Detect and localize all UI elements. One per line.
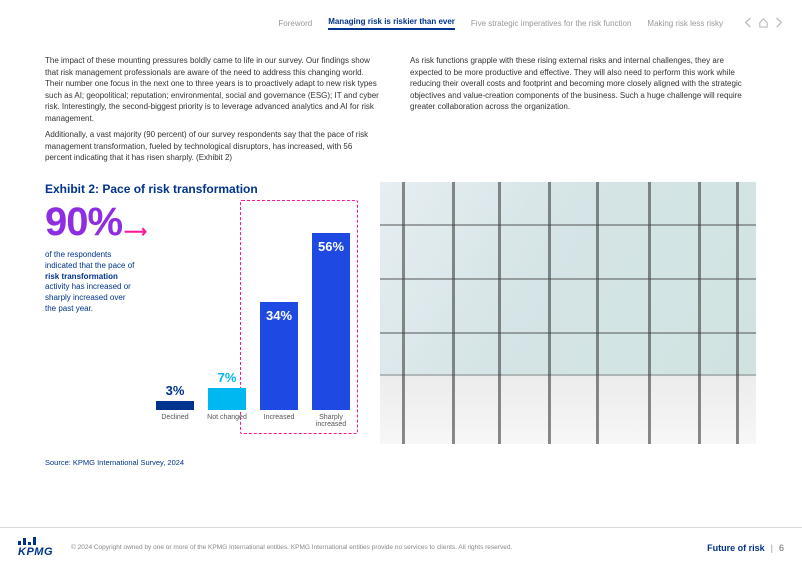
kpmg-logo-text: KPMG	[18, 546, 53, 558]
photo-reflection-6	[698, 376, 700, 444]
caption-pre: of the respondents indicated that the pa…	[45, 250, 134, 270]
caption-post: activity has increased or sharply increa…	[45, 282, 131, 313]
copyright-text: © 2024 Copyright owned by one or more of…	[71, 544, 707, 551]
top-nav: Foreword Managing risk is riskier than e…	[0, 12, 802, 34]
nav-foreword[interactable]: Foreword	[278, 19, 312, 28]
nav-icons	[743, 17, 784, 30]
bar-0	[156, 401, 194, 411]
exhibit-source: Source: KPMG International Survey, 2024	[45, 458, 184, 467]
photo-reflection-4	[596, 376, 598, 444]
footer-right: Future of risk | 6	[707, 543, 784, 553]
paragraph-2: Additionally, a vast majority (90 percen…	[45, 129, 380, 164]
kpmg-logo-bars-icon	[18, 537, 36, 545]
kpmg-logo: KPMG	[18, 537, 53, 558]
bar-pct-0: 3%	[150, 383, 200, 398]
photo-reflection-3	[548, 376, 550, 444]
arrow-icon: ⟶	[124, 222, 147, 242]
photo-reflection-7	[736, 376, 738, 444]
bar-label-3: Sharplyincreased	[306, 414, 356, 428]
caption-bold: risk transformation	[45, 272, 118, 281]
photo-reflection-1	[452, 376, 454, 444]
doc-title: Future of risk	[707, 543, 765, 553]
bar-label-0: Declined	[150, 414, 200, 421]
bar-pct-3: 56%	[306, 239, 356, 254]
bar-label-1: Not changed	[202, 414, 252, 421]
bar-chart: 3% Declined 7% Not changed 34% Increased 56% Sh…	[150, 200, 360, 435]
home-icon[interactable]	[758, 17, 769, 30]
page-footer: KPMG © 2024 Copyright owned by one or mo…	[0, 527, 802, 567]
bar-pct-1: 7%	[202, 370, 252, 385]
exhibit-title: Exhibit 2: Pace of risk transformation	[45, 182, 258, 196]
photo-reflection-2	[498, 376, 500, 444]
bar-3	[312, 233, 350, 410]
photo-transom-1	[380, 278, 756, 280]
photo-transom-0	[380, 224, 756, 226]
bar-pct-2: 34%	[254, 308, 304, 323]
paragraph-1: The impact of these mounting pressures b…	[45, 55, 380, 125]
page-number: 6	[779, 543, 784, 553]
nav-less-risky[interactable]: Making risk less risky	[647, 19, 723, 28]
next-page-icon[interactable]	[773, 17, 784, 30]
headline-caption: of the respondents indicated that the pa…	[45, 250, 137, 315]
bar-1	[208, 388, 246, 410]
nav-five-imperatives[interactable]: Five strategic imperatives for the risk …	[471, 19, 632, 28]
photo-reflection-5	[648, 376, 650, 444]
headline-percentage: 90%	[45, 200, 122, 245]
photo-transom-2	[380, 332, 756, 334]
bar-label-2: Increased	[254, 414, 304, 421]
hero-photo	[380, 182, 756, 444]
photo-reflection-0	[402, 376, 404, 444]
prev-page-icon[interactable]	[743, 17, 754, 30]
nav-managing-risk[interactable]: Managing risk is riskier than ever	[328, 17, 455, 30]
paragraph-3: As risk functions grapple with these ris…	[410, 55, 755, 113]
footer-sep: |	[771, 543, 773, 553]
